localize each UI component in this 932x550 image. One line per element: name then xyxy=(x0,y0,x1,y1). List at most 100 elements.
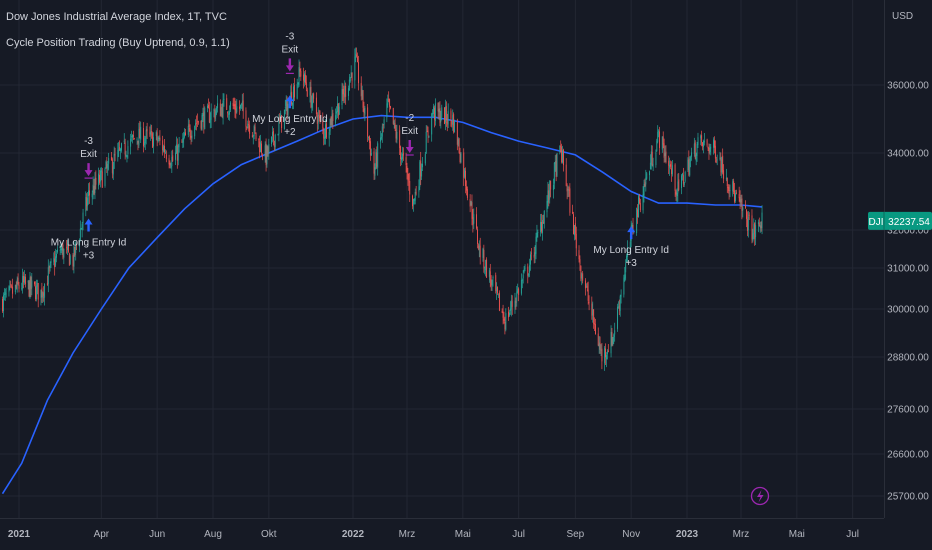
candle-body xyxy=(3,293,5,296)
candle-body xyxy=(386,103,388,118)
candle-body xyxy=(153,137,154,147)
candle-body xyxy=(466,189,468,198)
candle-body xyxy=(438,108,440,113)
candle-body xyxy=(524,267,526,269)
candle-body xyxy=(554,162,556,164)
candle-body xyxy=(408,181,410,183)
average-line-path xyxy=(1,114,763,495)
candle-body xyxy=(466,186,467,191)
candle-body xyxy=(247,123,249,129)
candle-body xyxy=(268,144,270,153)
candle-body xyxy=(323,128,325,139)
candle-body xyxy=(82,212,84,224)
candle-body xyxy=(573,224,575,236)
candle-body xyxy=(631,224,633,228)
candle-body xyxy=(722,155,724,172)
candle-body xyxy=(521,279,523,281)
candle-body xyxy=(184,132,186,137)
candle-body xyxy=(566,187,568,192)
candle-body xyxy=(228,113,230,115)
entry-signal-qty: +3 xyxy=(625,258,637,269)
candle-body xyxy=(75,242,77,253)
candle-body xyxy=(330,116,332,125)
candle-body xyxy=(632,224,634,231)
candle-body xyxy=(643,183,645,196)
candle-body xyxy=(541,219,543,234)
candle-body xyxy=(437,102,439,112)
time-tick-label: Okt xyxy=(261,529,277,540)
candle-body xyxy=(296,84,298,99)
candle-body xyxy=(598,343,600,347)
candle-body xyxy=(203,111,205,128)
candle-body xyxy=(578,250,580,260)
candle-body xyxy=(528,273,530,276)
candle-body xyxy=(12,286,14,294)
time-tick-label: 2022 xyxy=(342,529,365,540)
candle-body xyxy=(599,342,601,350)
candle-body xyxy=(684,171,686,182)
candle-body xyxy=(415,192,417,194)
candle-body xyxy=(537,232,539,233)
candle-body xyxy=(561,146,563,163)
candle-body xyxy=(261,143,262,153)
candle-body xyxy=(426,131,428,133)
candle-body xyxy=(30,276,32,290)
candle-body xyxy=(53,258,55,262)
candle-body xyxy=(483,250,485,269)
alert-icon[interactable] xyxy=(750,486,770,506)
candle-body xyxy=(649,162,651,170)
candle-body xyxy=(108,158,110,164)
price-tick-label: 28800.00 xyxy=(887,353,929,364)
entry-signal: My Long Entry Id +3 xyxy=(593,226,669,269)
candle-body xyxy=(260,142,262,152)
candle-body xyxy=(758,222,760,226)
candle-body xyxy=(649,171,650,176)
candle-body xyxy=(272,131,274,142)
candle-body xyxy=(636,207,638,233)
candle-body xyxy=(476,214,477,229)
candle-body xyxy=(708,148,710,154)
candle-body xyxy=(703,140,705,143)
candle-body xyxy=(322,119,324,129)
candle-body xyxy=(444,106,446,123)
candle-body xyxy=(523,269,525,273)
candle-body xyxy=(101,171,103,188)
candle-body xyxy=(553,162,555,184)
candle-body xyxy=(741,198,743,211)
candle-body xyxy=(368,137,370,139)
symbol-title[interactable]: Dow Jones Industrial Average Index, 1T, … xyxy=(6,11,227,23)
candle-body xyxy=(592,309,594,316)
candle-body xyxy=(645,177,647,185)
candle-body xyxy=(728,187,730,191)
exit-arrow-down-icon xyxy=(405,140,414,153)
candle-body xyxy=(208,107,210,123)
candle-body xyxy=(326,123,327,138)
candle-body xyxy=(527,266,529,276)
candle-body xyxy=(447,111,449,125)
candle-body xyxy=(373,151,375,174)
indicator-title[interactable]: Cycle Position Trading (Buy Uptrend, 0.9… xyxy=(6,37,230,49)
candle-body xyxy=(393,120,395,124)
candle-body xyxy=(431,113,433,135)
candle-body xyxy=(369,136,370,143)
candle-body xyxy=(10,283,12,286)
candle-body xyxy=(222,100,224,119)
candle-body xyxy=(305,82,307,89)
candle-body xyxy=(714,140,715,148)
candle-body xyxy=(629,241,631,250)
candle-body xyxy=(754,222,756,239)
time-tick-label: 2023 xyxy=(676,529,699,540)
candle-body xyxy=(119,147,121,150)
candle-body xyxy=(683,182,685,185)
candle-body xyxy=(753,224,755,234)
entry-arrow-up-icon xyxy=(285,95,294,109)
candle-body xyxy=(159,137,161,141)
candle-body xyxy=(292,102,294,106)
candle-body xyxy=(216,107,218,114)
candle-body xyxy=(177,146,179,161)
time-tick-label: Sep xyxy=(566,529,584,540)
candle-body xyxy=(399,130,401,149)
candle-body xyxy=(497,287,499,294)
